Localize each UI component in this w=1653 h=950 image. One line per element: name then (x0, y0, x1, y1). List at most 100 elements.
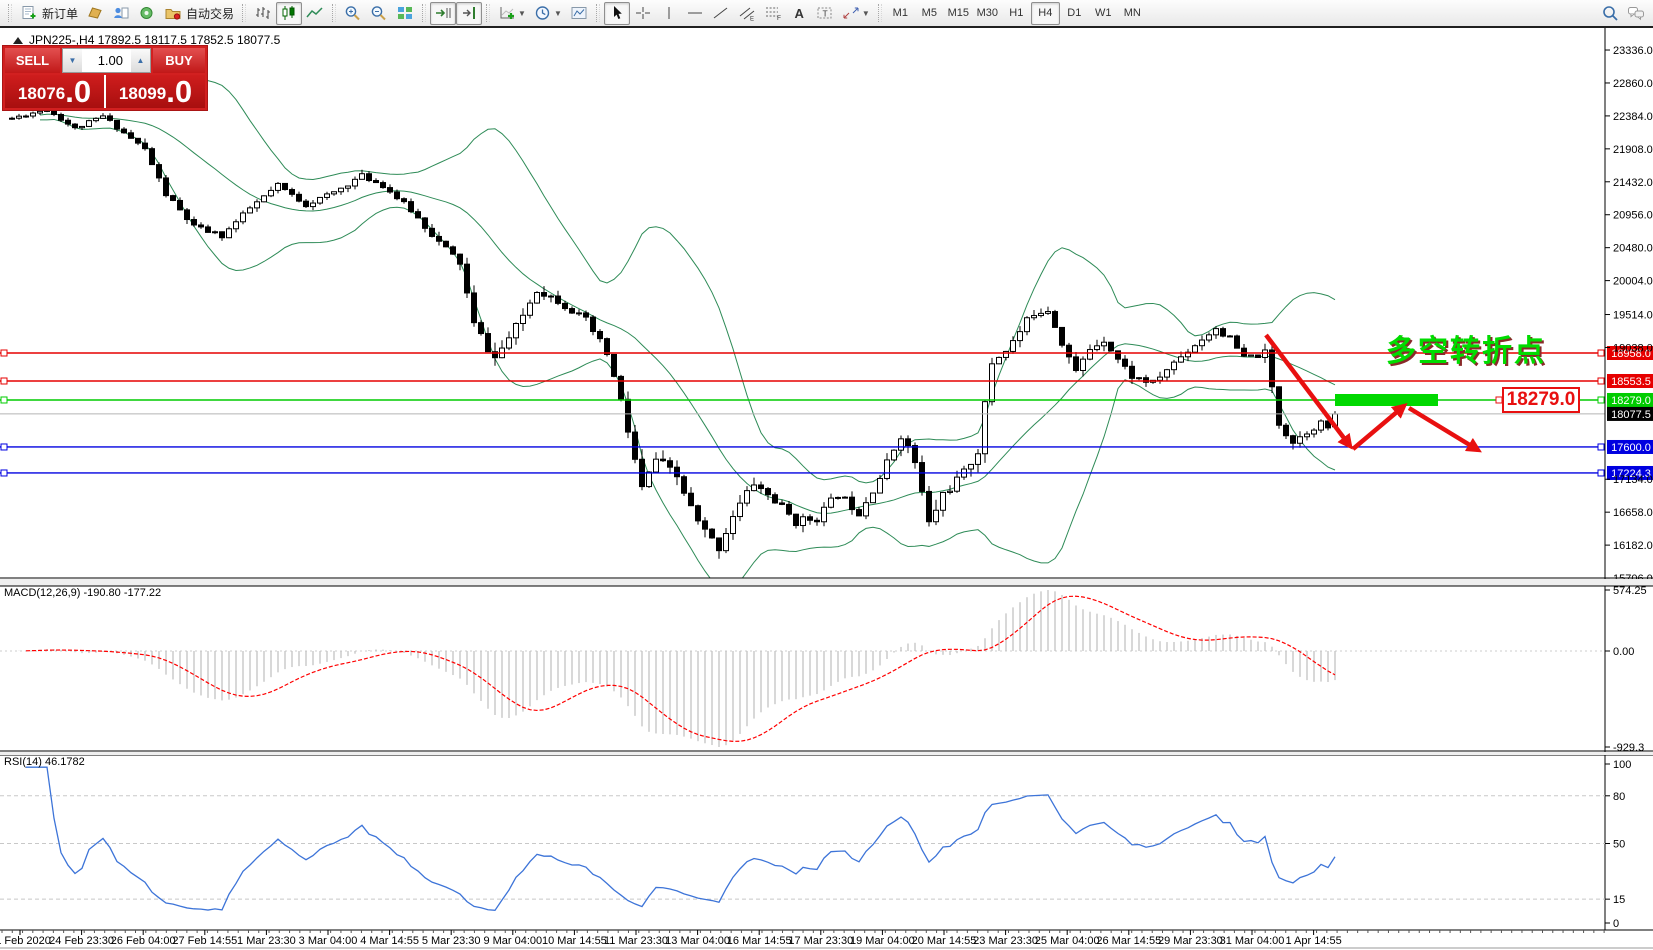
new-order-icon (22, 6, 36, 19)
crosshair-button[interactable] (630, 2, 656, 25)
search-button[interactable] (1597, 2, 1623, 25)
svg-text:0: 0 (1613, 918, 1619, 930)
svg-text:13 Mar 04:00: 13 Mar 04:00 (665, 935, 730, 947)
timeframe-M5-button[interactable]: M5 (915, 2, 944, 25)
fibonacci-button[interactable]: F (760, 2, 786, 25)
bollinger-bands (39, 79, 1336, 578)
dropdown-caret-icon[interactable]: ▼ (861, 8, 870, 18)
timeframe-M30-button[interactable]: M30 (973, 2, 1002, 25)
alerts-button[interactable] (134, 2, 160, 25)
timeframe-H4-label: H4 (1038, 7, 1053, 19)
volume-input[interactable] (82, 49, 131, 72)
svg-text:25 Mar 04:00: 25 Mar 04:00 (1035, 935, 1100, 947)
indicators-button[interactable]: ▼ (494, 2, 530, 25)
timeframe-M15-button[interactable]: M15 (944, 2, 973, 25)
timeframe-D1-label: D1 (1067, 7, 1082, 19)
text-button[interactable]: A (786, 2, 812, 25)
trend-arrows[interactable] (1264, 333, 1482, 453)
tile-windows-icon (398, 7, 413, 19)
timeframe-M5-label: M5 (921, 7, 937, 19)
chart-shift-button[interactable] (456, 1, 483, 25)
text-label-button[interactable]: T (812, 2, 838, 25)
cursor-button[interactable] (603, 1, 630, 25)
cursor-icon (613, 6, 622, 19)
auto-scroll-button[interactable] (430, 1, 457, 25)
svg-text:80: 80 (1613, 791, 1625, 803)
price-axis[interactable]: 23336.0 22860.0 22384.0 21908.0 21432.0 20956… (1604, 28, 1653, 930)
turning-point-annotation[interactable]: 多空转折点 (1386, 335, 1546, 368)
vertical-line-button[interactable] (656, 2, 682, 25)
toolbar-grip (332, 4, 337, 22)
templates-button[interactable] (566, 2, 592, 25)
svg-text:18958.0: 18958.0 (1611, 348, 1651, 360)
svg-text:18077.5: 18077.5 (1611, 409, 1651, 421)
timeframe-MN-button[interactable]: MN (1118, 2, 1147, 25)
svg-text:22860.0: 22860.0 (1613, 78, 1653, 90)
bar-chart-button[interactable] (250, 2, 276, 25)
svg-text:18553.5: 18553.5 (1611, 376, 1651, 388)
buy-price[interactable]: 18099 .0 (106, 75, 205, 108)
svg-text:21908.0: 21908.0 (1613, 144, 1653, 156)
sell-price[interactable]: 18076 .0 (5, 75, 106, 108)
navigator-button[interactable] (108, 2, 134, 25)
chart-collapse-icon[interactable] (13, 36, 23, 44)
toolbar-grip (486, 4, 491, 22)
market-watch-icon (88, 7, 102, 19)
timeframe-M30-label: M30 (976, 7, 998, 19)
rsi-panel: 100 80 50 15 0 (0, 759, 1631, 930)
svg-text:4 Mar 14:55: 4 Mar 14:55 (360, 935, 419, 947)
equidistant-channel-button[interactable]: E (734, 2, 760, 25)
alerts-icon (140, 7, 153, 19)
dropdown-caret-icon[interactable]: ▼ (518, 8, 526, 18)
trendline-button[interactable] (708, 2, 734, 25)
volume-decrease-button[interactable]: ▼ (63, 49, 82, 72)
sell-button[interactable]: SELL (5, 48, 60, 73)
timeframe-D1-button[interactable]: D1 (1060, 2, 1089, 25)
text-icon: A (794, 6, 804, 21)
svg-text:17600.0: 17600.0 (1611, 442, 1651, 454)
horizontal-line-button[interactable] (682, 2, 708, 25)
tile-windows-button[interactable] (392, 2, 418, 25)
zoom-out-button[interactable] (366, 2, 392, 25)
new-order-button[interactable]: 新订单 (16, 2, 82, 25)
buy-price-pips: .0 (166, 74, 193, 109)
buy-button[interactable]: BUY (153, 48, 205, 73)
line-chart-button[interactable] (302, 2, 328, 25)
svg-text:16658.0: 16658.0 (1613, 507, 1653, 519)
autotrading-button[interactable]: 自动交易 (160, 2, 238, 25)
toolbar-grip (422, 4, 427, 22)
toolbar-grip (242, 4, 247, 22)
price-tag-18279[interactable]: 18279.0 (1502, 387, 1580, 413)
community-button[interactable] (1623, 2, 1649, 25)
svg-text:3 Mar 04:00: 3 Mar 04:00 (299, 935, 358, 947)
dropdown-caret-icon[interactable]: ▼ (553, 8, 562, 18)
timeframe-W1-button[interactable]: W1 (1089, 2, 1118, 25)
fibonacci-icon: F (765, 7, 781, 21)
timeframe-M1-label: M1 (892, 7, 908, 19)
svg-text:F: F (777, 15, 781, 21)
horizontal-lines[interactable]: 18958.0 18553.5 18279.0 18077.5 17600.0 17224… (0, 346, 1653, 480)
svg-text:20480.0: 20480.0 (1613, 243, 1653, 255)
candlestick-chart-button[interactable] (276, 1, 303, 25)
timeframe-W1-label: W1 (1095, 7, 1112, 19)
market-watch-button[interactable] (82, 2, 108, 25)
chart-title: JPN225-,H4 17892.5 18117.5 17852.5 18077… (13, 33, 280, 47)
svg-text:23 Mar 23:30: 23 Mar 23:30 (973, 935, 1038, 947)
periods-button[interactable]: ▼ (530, 2, 566, 25)
svg-text:10 Mar 14:55: 10 Mar 14:55 (542, 935, 607, 947)
timeframe-M1-button[interactable]: M1 (886, 2, 915, 25)
timeframe-H1-button[interactable]: H1 (1002, 2, 1031, 25)
svg-text:1 Apr 14:55: 1 Apr 14:55 (1285, 935, 1341, 947)
svg-text:21432.0: 21432.0 (1613, 177, 1653, 189)
svg-text:19038.0: 19038.0 (1613, 342, 1653, 354)
zoom-in-button[interactable] (340, 2, 366, 25)
toolbar-grip (595, 4, 600, 22)
arrows-button[interactable]: ▼ (838, 2, 874, 25)
svg-text:23336.0: 23336.0 (1613, 45, 1653, 57)
svg-text:19 Mar 04:00: 19 Mar 04:00 (850, 935, 915, 947)
timeframe-H4-button[interactable]: H4 (1030, 1, 1060, 25)
svg-text:100: 100 (1613, 759, 1631, 771)
volume-increase-button[interactable]: ▲ (131, 49, 150, 72)
